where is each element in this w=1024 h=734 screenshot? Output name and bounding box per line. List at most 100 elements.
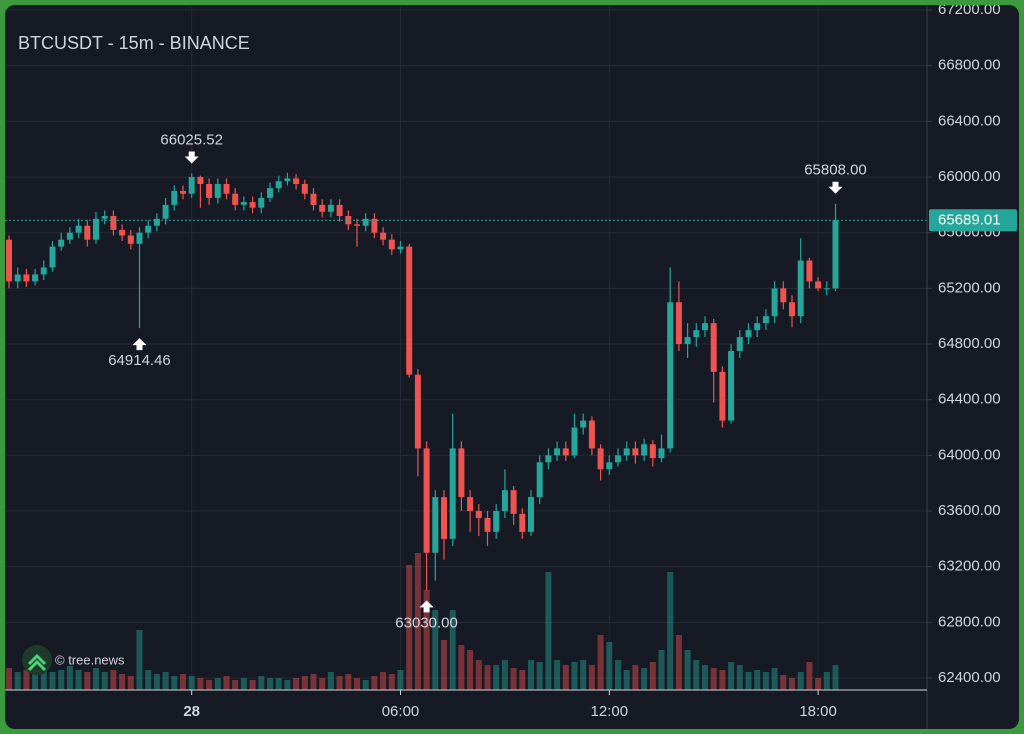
- volume-bar: [641, 668, 648, 690]
- candle-body: [641, 444, 648, 456]
- volume-bar: [75, 670, 82, 690]
- volume-bar: [58, 670, 65, 690]
- annotation-label: 64914.46: [108, 352, 171, 369]
- volume-bar: [397, 670, 404, 690]
- volume-bar: [249, 680, 256, 690]
- candle-body: [310, 193, 317, 205]
- candle-body: [354, 224, 360, 226]
- volume-bar: [693, 660, 700, 690]
- volume-bar: [519, 670, 526, 690]
- volume-bar: [736, 665, 743, 690]
- volume-bar: [597, 635, 604, 690]
- annotation-arrow: [419, 600, 434, 613]
- volume-bar: [214, 678, 221, 690]
- candle-body: [658, 448, 665, 459]
- y-tick-label: 66000.00: [938, 168, 1001, 185]
- y-tick-label: 64400.00: [938, 391, 1001, 408]
- candle-body: [32, 274, 39, 282]
- candle-body: [606, 462, 613, 470]
- volume-bar: [127, 676, 134, 690]
- volume-bar: [467, 650, 474, 690]
- y-tick-label: 65200.00: [938, 279, 1001, 296]
- candle-body: [406, 246, 413, 375]
- volume-bar: [780, 675, 787, 690]
- volume-bar: [240, 678, 247, 690]
- candle-body: [240, 202, 247, 205]
- candle-body: [327, 204, 334, 212]
- candle-body: [789, 302, 795, 317]
- candle-body: [432, 497, 439, 553]
- volume-bar: [545, 572, 552, 690]
- candle-body: [93, 218, 99, 240]
- last-price-tag: [929, 209, 1017, 232]
- candle-body: [197, 177, 204, 184]
- candle-body: [110, 215, 117, 230]
- candle-body: [336, 204, 343, 216]
- candle-body: [675, 302, 682, 345]
- volume-bar: [336, 676, 343, 690]
- candle-body: [797, 260, 804, 317]
- candle-body: [806, 260, 813, 282]
- volume-bar: [23, 670, 30, 690]
- candle-body: [580, 420, 587, 428]
- candle-body: [275, 181, 282, 189]
- plot: 66025.52 64914.46 63030.00 65808.00: [5, 131, 927, 631]
- volume-bar: [310, 674, 317, 690]
- watermark: © tree.news: [55, 652, 125, 667]
- candle-body: [736, 337, 743, 351]
- candle-body: [493, 511, 500, 532]
- candle-body: [258, 197, 265, 208]
- candle-body: [284, 178, 291, 182]
- volume-bar: [536, 662, 543, 690]
- candle-body: [528, 497, 534, 532]
- candle-body: [414, 374, 421, 449]
- volume-bar: [293, 678, 300, 690]
- volume-bar: [501, 660, 508, 690]
- candle-body: [536, 462, 543, 498]
- volume-bar: [719, 670, 726, 690]
- volume-bar: [380, 672, 387, 690]
- candle-body: [710, 323, 717, 372]
- volume-bar: [623, 670, 630, 690]
- candle-body: [441, 497, 447, 539]
- candle-body: [684, 337, 691, 345]
- volume-bar: [180, 674, 186, 690]
- volume-bar: [371, 676, 378, 690]
- y-tick-label: 63200.00: [938, 558, 1001, 575]
- y-tick-label: 66400.00: [938, 112, 1001, 129]
- y-tick-label: 64000.00: [938, 446, 1001, 463]
- volume-bar: [66, 666, 73, 690]
- candle-body: [702, 323, 708, 331]
- y-tick-label: 62400.00: [938, 669, 1001, 686]
- candle-body: [232, 193, 239, 205]
- volume-bar: [354, 678, 360, 690]
- candle-body: [267, 188, 273, 198]
- volume-bar: [684, 650, 691, 690]
- volume-bar: [649, 662, 656, 690]
- volume-bar: [458, 645, 465, 690]
- candle-body: [58, 239, 65, 247]
- annotation-label: 66025.52: [160, 131, 223, 148]
- y-tick-label: 67200.00: [938, 1, 1001, 18]
- candle-body: [40, 267, 47, 275]
- y-tick-label: 64800.00: [938, 335, 1001, 352]
- candle-body: [345, 215, 352, 225]
- candle-body: [162, 204, 169, 219]
- volume-bar: [14, 672, 21, 690]
- candle-body: [206, 183, 213, 198]
- volume-bar: [258, 676, 265, 690]
- annotation-label: 63030.00: [395, 614, 458, 631]
- volume-bar: [284, 680, 291, 690]
- volume-bar: [562, 665, 569, 690]
- volume-bar: [441, 640, 447, 690]
- candle-body: [623, 448, 630, 456]
- volume-bar: [362, 680, 369, 690]
- volume-bar: [110, 670, 117, 690]
- candle-body: [23, 274, 30, 282]
- candle-body: [66, 232, 73, 240]
- volume-bar: [162, 672, 169, 690]
- volume-bar: [388, 674, 395, 690]
- volume-bar: [101, 672, 108, 690]
- volume-bar: [762, 672, 769, 690]
